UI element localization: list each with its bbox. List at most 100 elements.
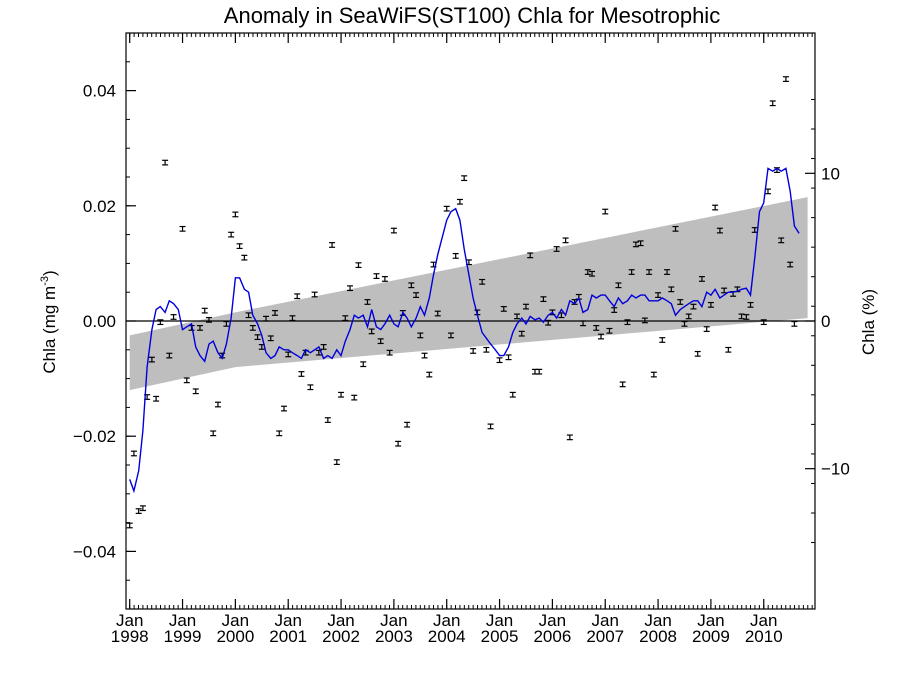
data-point — [153, 395, 160, 402]
data-point — [157, 319, 164, 326]
data-point — [245, 312, 252, 319]
data-point — [540, 296, 547, 303]
x-tick-month: Jan — [592, 611, 619, 630]
data-point — [650, 371, 657, 378]
data-point — [421, 352, 428, 359]
data-point — [351, 394, 358, 401]
y-tick-label: 0.00 — [83, 312, 116, 331]
data-point — [179, 225, 186, 232]
data-point — [456, 198, 463, 205]
data-point — [447, 332, 454, 339]
data-point — [223, 320, 230, 327]
data-point — [461, 175, 468, 182]
data-point — [307, 384, 314, 391]
data-point — [677, 299, 684, 305]
y2-tick-label: 10 — [821, 164, 840, 183]
data-point — [589, 270, 596, 277]
data-point — [628, 269, 635, 275]
x-tick-month: Jan — [169, 611, 196, 630]
data-point — [377, 338, 384, 345]
data-point — [373, 273, 380, 279]
data-point — [747, 301, 754, 308]
data-point — [320, 344, 327, 350]
x-tick-month: Jan — [433, 611, 460, 630]
data-point — [624, 319, 631, 326]
data-point — [249, 325, 256, 331]
x-tick-year: 1998 — [111, 627, 149, 646]
data-point — [637, 240, 644, 247]
y-tick-label: −0.02 — [73, 427, 116, 446]
data-point — [408, 282, 415, 289]
data-point — [228, 231, 235, 238]
x-tick-year: 2000 — [216, 627, 254, 646]
data-point — [646, 269, 653, 275]
data-point — [298, 371, 305, 377]
data-point — [390, 227, 397, 234]
smoothed-series-line — [129, 167, 800, 494]
data-point — [791, 320, 798, 327]
data-point — [509, 391, 516, 398]
y2-tick-label: 0 — [821, 312, 830, 331]
data-point — [505, 354, 512, 361]
data-point — [342, 315, 349, 322]
data-point — [712, 204, 719, 211]
x-tick-month: Jan — [274, 611, 301, 630]
x-tick-year: 1999 — [164, 627, 202, 646]
axes — [125, 32, 816, 610]
data-point — [443, 205, 450, 212]
data-point — [562, 237, 569, 244]
y-label-left-sup: -3 — [39, 276, 51, 286]
data-point — [452, 253, 459, 259]
data-point — [364, 299, 371, 305]
data-point — [668, 286, 675, 293]
data-point — [196, 325, 203, 331]
data-point — [598, 333, 605, 340]
x-tick-month: Jan — [539, 611, 566, 630]
data-point — [232, 211, 239, 218]
x-tick-year: 2004 — [428, 627, 466, 646]
data-point — [698, 276, 705, 282]
data-point — [426, 371, 433, 378]
data-point — [566, 434, 573, 441]
data-point — [338, 391, 345, 398]
data-point — [381, 276, 388, 282]
y2-tick-label: −10 — [821, 460, 850, 479]
data-point — [716, 227, 723, 234]
data-point — [395, 440, 402, 447]
data-point — [655, 292, 662, 298]
svg-text:Chla (mg m-3): Chla (mg m-3) — [39, 270, 59, 373]
data-point — [170, 314, 177, 320]
x-tick-year: 2003 — [375, 627, 413, 646]
x-tick-year: 2008 — [639, 627, 677, 646]
x-tick-month: Jan — [644, 611, 671, 630]
data-point — [690, 303, 697, 310]
data-point — [496, 357, 503, 364]
x-tick-month: Jan — [750, 611, 777, 630]
data-point — [417, 332, 424, 339]
x-tick-year: 2010 — [745, 627, 783, 646]
x-tick-month: Jan — [486, 611, 513, 630]
data-point — [743, 314, 750, 320]
x-tick-year: 2009 — [692, 627, 730, 646]
data-point — [289, 315, 296, 322]
data-point — [130, 450, 137, 457]
data-point — [205, 316, 212, 323]
data-point — [536, 368, 543, 375]
data-point — [267, 335, 274, 342]
data-point — [725, 346, 732, 353]
tick-labels: −0.04−0.020.000.020.04−10010Jan1998Jan19… — [73, 82, 850, 646]
data-point — [659, 337, 666, 343]
data-point — [272, 310, 279, 316]
data-point — [664, 269, 671, 275]
x-tick-year: 2005 — [481, 627, 519, 646]
data-point — [513, 313, 520, 320]
data-point — [545, 319, 552, 326]
data-point — [148, 356, 155, 363]
data-point — [201, 307, 208, 314]
data-point — [360, 361, 367, 368]
data-point — [413, 292, 420, 298]
data-point — [522, 303, 529, 310]
data-point — [386, 349, 393, 356]
data-point — [126, 522, 133, 529]
data-point — [135, 508, 142, 514]
